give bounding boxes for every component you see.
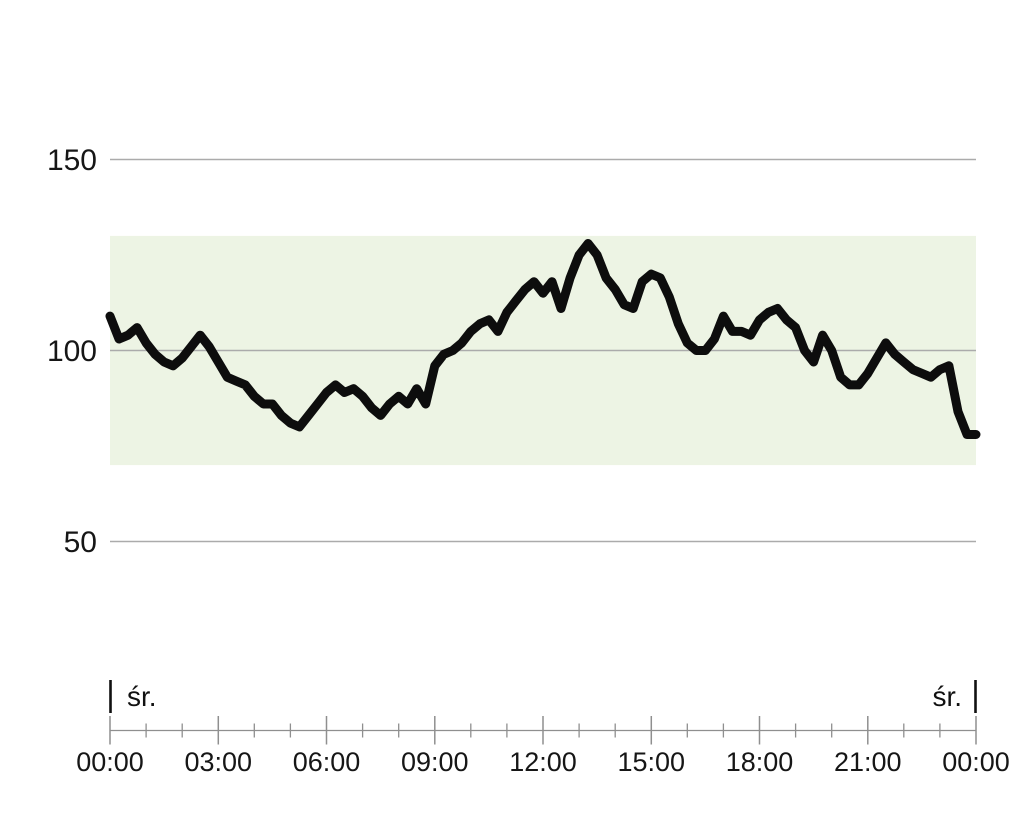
x-tick-label-0600: 06:00: [293, 747, 361, 777]
day-label-start: śr.: [127, 681, 157, 712]
day-label-end: śr.: [932, 681, 962, 712]
x-axis: [109, 716, 977, 745]
x-axis-labels: 00:00 03:00 06:00 09:00 12:00 15:00 18:0…: [76, 747, 1010, 777]
y-tick-label-150: 150: [47, 144, 97, 177]
x-tick-label-1800: 18:00: [726, 747, 794, 777]
x-tick-label-0300: 03:00: [185, 747, 253, 777]
x-tick-label-1500: 15:00: [618, 747, 686, 777]
y-tick-label-100: 100: [47, 335, 97, 368]
data-series-line: [105, 239, 981, 439]
day-markers: śr. śr.: [109, 680, 977, 713]
x-tick-label-1200: 12:00: [509, 747, 577, 777]
y-axis-labels: 150 100 50: [47, 144, 97, 559]
y-tick-label-50: 50: [64, 526, 97, 559]
x-tick-label-0000b: 00:00: [942, 747, 1010, 777]
x-tick-label-2100: 21:00: [834, 747, 902, 777]
y-gridlines: [110, 158, 976, 543]
x-tick-label-0000a: 00:00: [76, 747, 144, 777]
x-tick-label-0900: 09:00: [401, 747, 469, 777]
